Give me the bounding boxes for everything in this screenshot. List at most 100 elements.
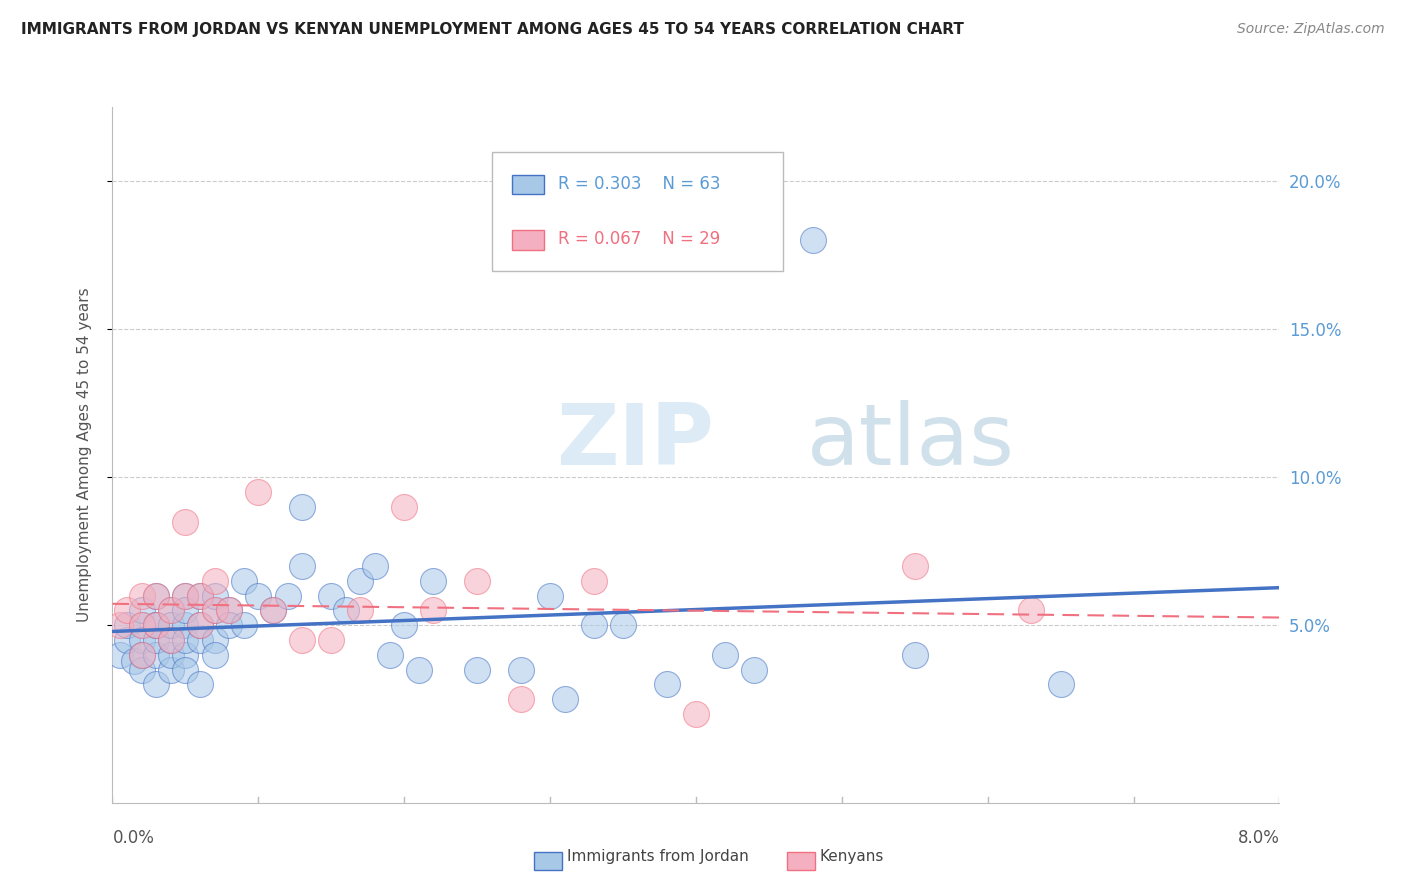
Point: [145, 618, 167, 632]
Point: [204, 603, 226, 617]
Point: [145, 589, 167, 603]
Point: [262, 603, 284, 617]
Y-axis label: Unemployment Among Ages 45 to 54 years: Unemployment Among Ages 45 to 54 years: [77, 287, 91, 623]
Point: [378, 648, 401, 662]
FancyBboxPatch shape: [512, 230, 544, 250]
Point: [321, 632, 343, 647]
Point: [276, 589, 298, 603]
FancyBboxPatch shape: [512, 175, 544, 194]
Point: [174, 663, 197, 677]
Point: [174, 589, 197, 603]
Point: [714, 648, 737, 662]
Point: [582, 574, 605, 588]
Text: Immigrants from Jordan: Immigrants from Jordan: [567, 849, 748, 863]
Point: [291, 632, 314, 647]
Point: [218, 618, 240, 632]
Point: [218, 603, 240, 617]
Point: [612, 618, 634, 632]
Point: [124, 654, 146, 668]
Point: [247, 589, 270, 603]
Point: [335, 603, 357, 617]
Point: [291, 558, 314, 573]
Text: Kenyans: Kenyans: [820, 849, 884, 863]
Point: [349, 603, 371, 617]
Point: [262, 603, 284, 617]
Point: [131, 632, 153, 647]
Point: [131, 603, 153, 617]
Point: [131, 589, 153, 603]
Point: [422, 603, 444, 617]
Point: [392, 618, 416, 632]
Point: [904, 648, 927, 662]
Point: [364, 558, 387, 573]
Point: [174, 648, 197, 662]
Point: [145, 677, 167, 691]
Point: [1021, 603, 1043, 617]
Point: [115, 603, 138, 617]
Text: IMMIGRANTS FROM JORDAN VS KENYAN UNEMPLOYMENT AMONG AGES 45 TO 54 YEARS CORRELAT: IMMIGRANTS FROM JORDAN VS KENYAN UNEMPLO…: [21, 22, 965, 37]
Point: [131, 618, 153, 632]
Point: [1049, 677, 1071, 691]
Point: [509, 692, 531, 706]
Point: [145, 618, 167, 632]
Point: [145, 618, 167, 632]
Point: [655, 677, 678, 691]
Point: [188, 618, 211, 632]
Point: [742, 663, 765, 677]
FancyBboxPatch shape: [492, 153, 783, 270]
Point: [247, 484, 270, 499]
Text: ZIP: ZIP: [555, 400, 714, 483]
Text: R = 0.303    N = 63: R = 0.303 N = 63: [558, 175, 721, 193]
Text: 0.0%: 0.0%: [112, 829, 155, 847]
Point: [160, 632, 183, 647]
Point: [174, 632, 197, 647]
Point: [554, 692, 576, 706]
Point: [232, 618, 254, 632]
Point: [538, 589, 561, 603]
Point: [204, 603, 226, 617]
Point: [174, 618, 197, 632]
Point: [188, 589, 211, 603]
Point: [131, 618, 153, 632]
Text: Source: ZipAtlas.com: Source: ZipAtlas.com: [1237, 22, 1385, 37]
Point: [131, 648, 153, 662]
Text: R = 0.067    N = 29: R = 0.067 N = 29: [558, 230, 720, 248]
Point: [204, 632, 226, 647]
Point: [115, 618, 138, 632]
Point: [188, 677, 211, 691]
Text: atlas: atlas: [807, 400, 1015, 483]
Point: [131, 648, 153, 662]
Point: [232, 574, 254, 588]
Point: [115, 632, 138, 647]
Point: [204, 648, 226, 662]
Point: [145, 632, 167, 647]
Point: [174, 589, 197, 603]
Point: [321, 589, 343, 603]
Text: 8.0%: 8.0%: [1237, 829, 1279, 847]
Point: [465, 663, 488, 677]
Point: [160, 663, 183, 677]
Point: [108, 648, 131, 662]
Point: [188, 618, 211, 632]
Point: [160, 603, 183, 617]
Point: [509, 663, 531, 677]
Point: [204, 589, 226, 603]
Point: [188, 589, 211, 603]
Point: [174, 515, 197, 529]
Point: [392, 500, 416, 514]
Point: [422, 574, 444, 588]
Point: [145, 648, 167, 662]
Point: [160, 632, 183, 647]
Point: [582, 618, 605, 632]
Point: [291, 500, 314, 514]
Point: [904, 558, 927, 573]
Point: [188, 632, 211, 647]
Point: [408, 663, 430, 677]
Point: [801, 233, 824, 247]
Point: [108, 618, 131, 632]
Point: [465, 574, 488, 588]
Point: [204, 574, 226, 588]
Point: [685, 706, 707, 721]
Point: [174, 603, 197, 617]
Point: [160, 618, 183, 632]
